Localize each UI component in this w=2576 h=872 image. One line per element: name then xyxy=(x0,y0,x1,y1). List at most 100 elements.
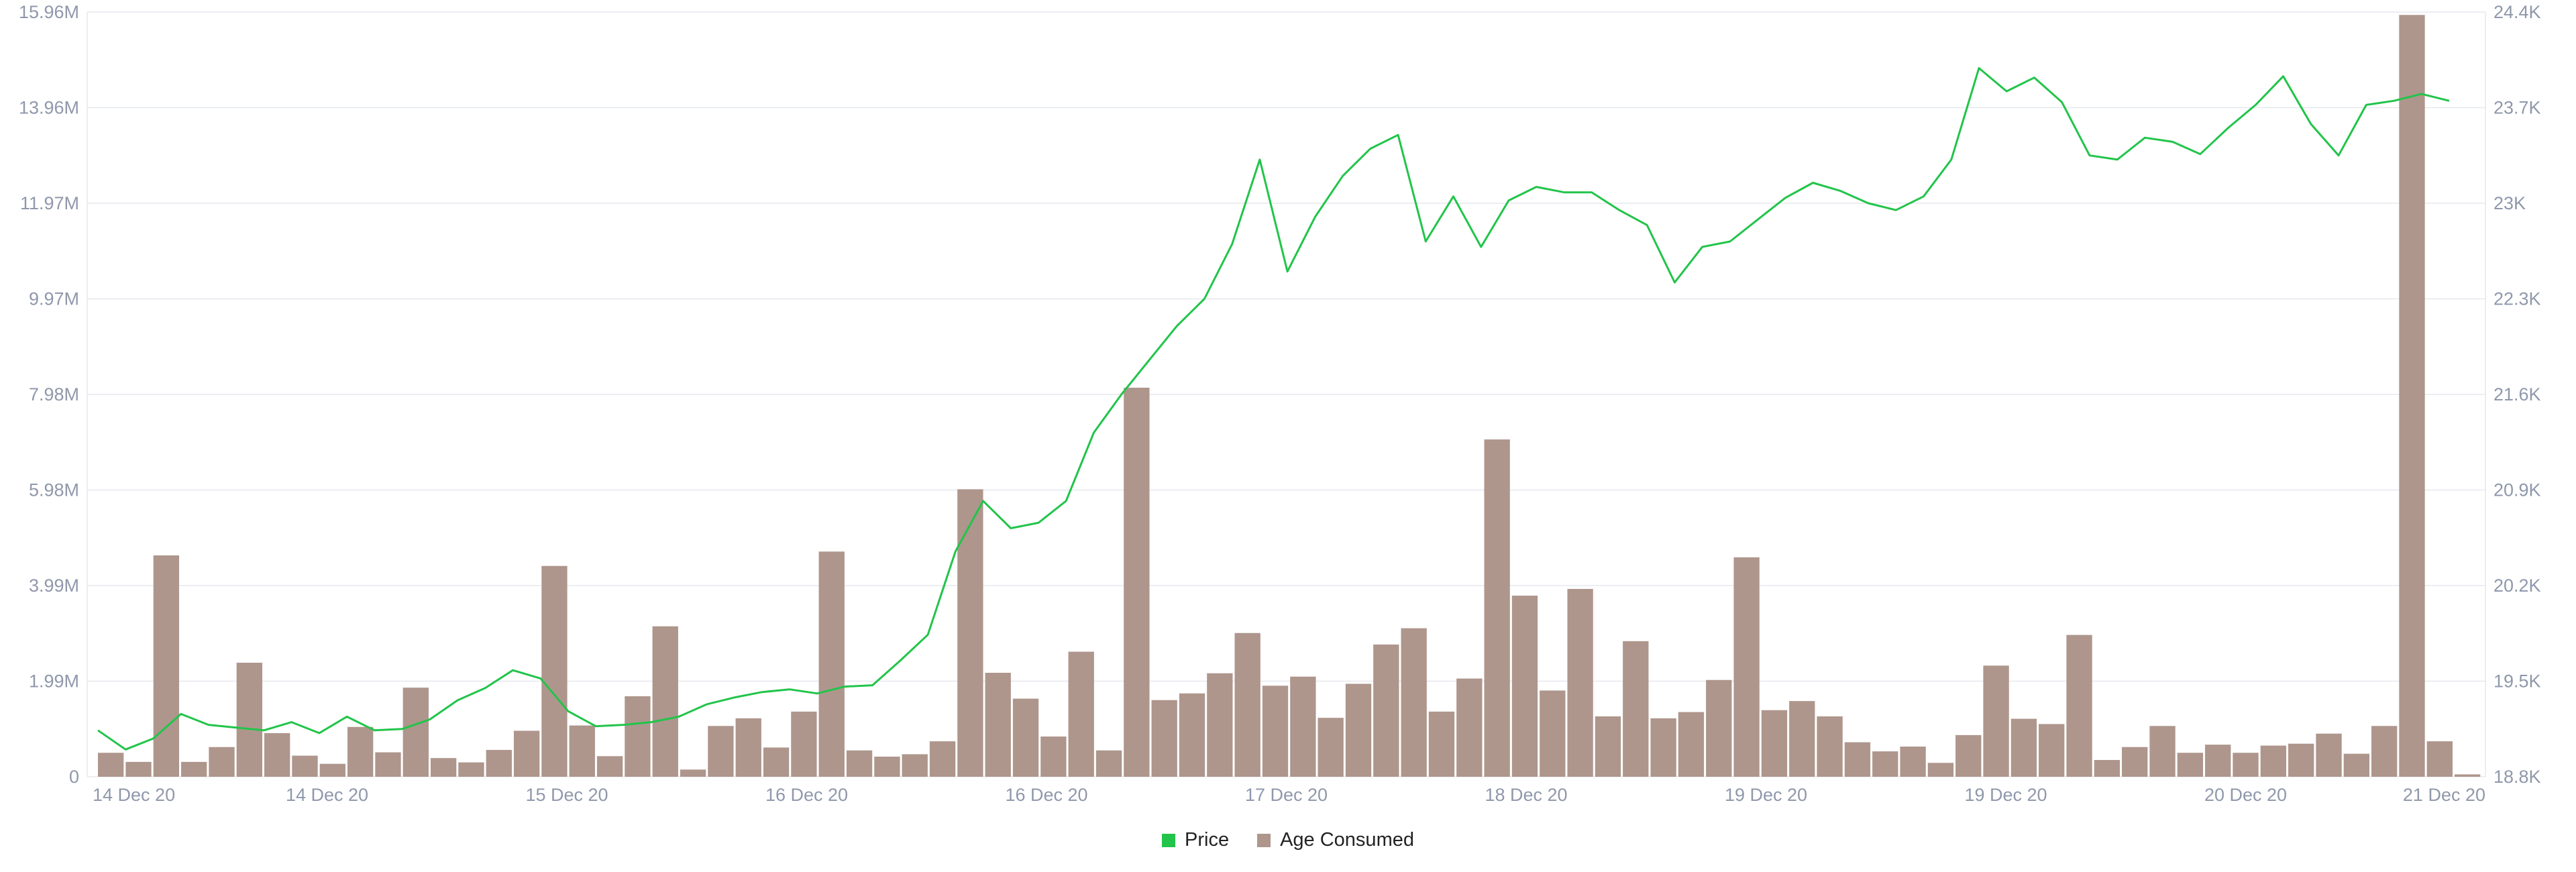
x-tick-label: 19 Dec 20 xyxy=(1725,785,1807,805)
y-left-tick-label: 9.97M xyxy=(29,289,79,309)
y-right-tick-label: 21.6K xyxy=(2493,384,2541,404)
bar-age-consumed xyxy=(1234,633,1260,777)
bar-age-consumed xyxy=(486,750,512,777)
bar-age-consumed xyxy=(902,754,928,777)
x-tick-label: 14 Dec 20 xyxy=(286,785,368,805)
bar-age-consumed xyxy=(2371,726,2398,777)
bar-age-consumed xyxy=(929,741,956,777)
price-line xyxy=(97,67,2450,751)
bar-age-consumed xyxy=(264,733,290,777)
legend-item-age-consumed[interactable]: Age Consumed xyxy=(1257,829,1414,851)
bar-age-consumed xyxy=(375,752,401,777)
bar-age-consumed xyxy=(596,756,623,777)
bar-age-consumed xyxy=(2260,745,2287,777)
bar-age-consumed xyxy=(1567,589,1593,777)
x-tick-label: 19 Dec 20 xyxy=(1964,785,2047,805)
bar-age-consumed xyxy=(1789,701,1815,777)
bar-age-consumed xyxy=(1207,673,1233,777)
bar-age-consumed xyxy=(846,750,873,777)
bar-age-consumed xyxy=(957,489,983,777)
bar-age-consumed xyxy=(1401,628,1427,777)
bar-age-consumed xyxy=(1484,439,1510,777)
bar-age-consumed xyxy=(458,762,484,777)
y-left-tick-label: 11.97M xyxy=(20,193,79,213)
bar-age-consumed xyxy=(1900,747,1926,777)
bar-age-consumed xyxy=(1955,734,1982,777)
y-left-tick-label: 13.96M xyxy=(19,98,79,118)
bar-age-consumed xyxy=(569,725,595,777)
legend-item-price[interactable]: Price xyxy=(1162,829,1229,851)
bar-age-consumed xyxy=(874,757,900,777)
bar-age-consumed xyxy=(1678,712,1705,777)
bar-age-consumed xyxy=(1318,718,1344,777)
bar-age-consumed xyxy=(2233,753,2259,777)
bar-age-consumed xyxy=(2010,718,2037,777)
bar-age-consumed xyxy=(2122,747,2148,777)
bar-age-consumed xyxy=(2149,726,2176,777)
bar-age-consumed xyxy=(2426,741,2453,777)
bar-age-consumed xyxy=(1095,750,1122,777)
bar-age-consumed xyxy=(209,747,235,777)
bar-age-consumed xyxy=(791,711,817,777)
bar-age-consumed xyxy=(2455,774,2481,777)
y-left-tick-label: 5.98M xyxy=(29,480,79,500)
legend: Price Age Consumed xyxy=(0,829,2576,851)
bar-age-consumed xyxy=(1040,737,1067,777)
bar-age-consumed xyxy=(2177,753,2204,777)
x-tick-label: 20 Dec 20 xyxy=(2204,785,2287,805)
bar-age-consumed xyxy=(1733,557,1760,777)
legend-label-price: Price xyxy=(1185,829,1230,851)
bar-age-consumed xyxy=(1345,684,1372,777)
y-left-tick-label: 0 xyxy=(69,767,79,787)
bar-age-consumed xyxy=(153,555,179,777)
bar-age-consumed xyxy=(1540,690,1566,777)
bar-age-consumed xyxy=(1068,651,1094,777)
bar-age-consumed xyxy=(402,688,429,777)
bar-age-consumed xyxy=(2399,15,2425,777)
bar-age-consumed xyxy=(347,726,374,777)
y-right-tick-label: 22.3K xyxy=(2493,289,2541,309)
y-right-tick-label: 24.4K xyxy=(2493,2,2541,22)
bar-age-consumed xyxy=(125,761,152,777)
x-tick-label: 15 Dec 20 xyxy=(525,785,608,805)
y-right-tick-label: 23K xyxy=(2493,193,2526,213)
bar-age-consumed xyxy=(1761,710,1788,777)
bar-age-consumed xyxy=(2066,635,2092,777)
bar-age-consumed xyxy=(1927,763,1954,777)
bar-age-consumed xyxy=(430,758,457,777)
x-tick-label: 17 Dec 20 xyxy=(1245,785,1328,805)
legend-label-age-consumed: Age Consumed xyxy=(1280,829,1414,851)
bar-age-consumed xyxy=(625,696,651,777)
bar-age-consumed xyxy=(1650,718,1676,777)
bar-age-consumed xyxy=(513,730,540,777)
bar-age-consumed xyxy=(319,763,345,777)
bar-age-consumed xyxy=(1428,711,1455,777)
bar-age-consumed xyxy=(1262,686,1289,777)
bar-age-consumed xyxy=(1595,716,1621,777)
x-tick-label: 18 Dec 20 xyxy=(1485,785,1567,805)
bar-age-consumed xyxy=(541,565,568,777)
bar-series xyxy=(98,15,2481,777)
bar-age-consumed xyxy=(2316,733,2342,777)
bar-age-consumed xyxy=(1706,679,1732,777)
x-tick-label: 16 Dec 20 xyxy=(765,785,848,805)
bar-age-consumed xyxy=(1124,388,1150,777)
y-left-tick-label: 1.99M xyxy=(29,671,79,692)
x-tick-label: 21 Dec 20 xyxy=(2403,785,2485,805)
bar-age-consumed xyxy=(652,626,678,777)
grid-layer xyxy=(87,11,2486,777)
bar-age-consumed xyxy=(236,663,262,777)
bar-age-consumed xyxy=(2288,743,2314,777)
bar-age-consumed xyxy=(292,755,318,777)
bar-age-consumed xyxy=(180,761,207,777)
bar-age-consumed xyxy=(1872,751,1898,777)
y-right-tick-label: 20.9K xyxy=(2493,480,2541,500)
y-left-tick-label: 15.96M xyxy=(19,2,79,22)
bar-age-consumed xyxy=(2094,760,2121,777)
bar-age-consumed xyxy=(1511,596,1538,777)
bar-age-consumed xyxy=(1373,644,1399,777)
bar-age-consumed xyxy=(1623,641,1649,777)
bar-age-consumed xyxy=(763,747,790,777)
